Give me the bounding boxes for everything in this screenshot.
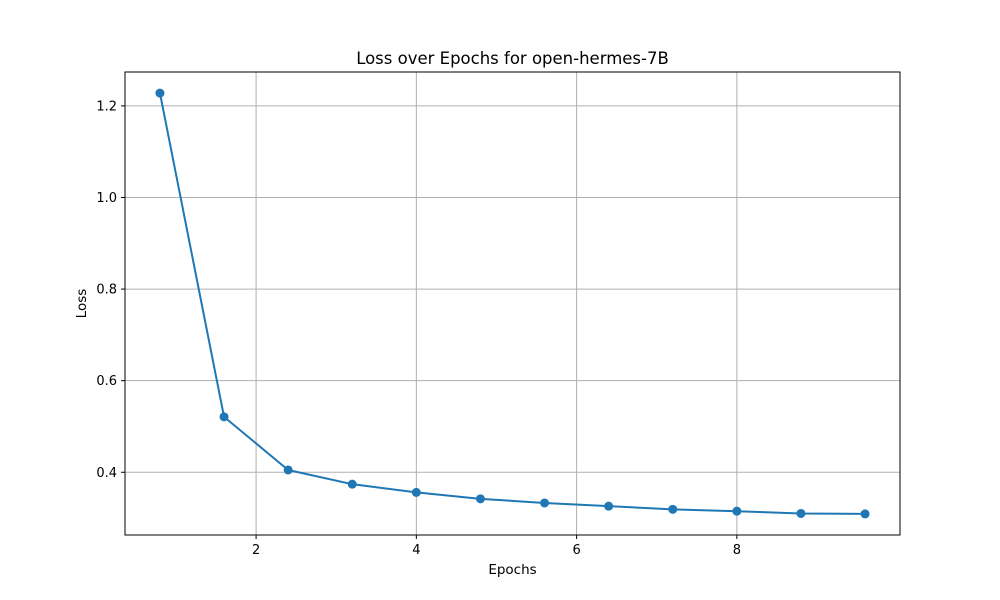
data-point: [540, 498, 550, 508]
data-point: [732, 506, 742, 516]
x-tick-label: 8: [733, 543, 741, 558]
data-point: [283, 465, 293, 475]
loss-series-line: [158, 92, 866, 515]
data-point: [860, 509, 870, 519]
chart-title: Loss over Epochs for open-hermes-7B: [356, 49, 669, 68]
data-point: [604, 501, 614, 511]
y-tick-label: 1.0: [96, 191, 117, 206]
grid: [125, 72, 900, 535]
data-point: [347, 479, 357, 489]
y-tick-label: 1.2: [96, 99, 117, 114]
x-tick-label: 6: [572, 543, 580, 558]
y-tick-label: 0.8: [96, 283, 117, 298]
data-point: [668, 504, 678, 514]
ticks: 2 4 6 8 0.4 0.6 0.8 1.0 1.2: [96, 99, 741, 558]
data-point: [475, 494, 485, 504]
y-tick-label: 0.4: [96, 466, 117, 481]
y-axis-label: Loss: [74, 289, 90, 319]
x-tick-label: 2: [252, 543, 260, 558]
series-layer: [155, 88, 870, 519]
y-tick-label: 0.6: [96, 374, 117, 389]
plot-frame: [124, 71, 901, 536]
x-tick-label: 4: [412, 543, 420, 558]
data-point: [155, 88, 165, 98]
data-point: [411, 487, 421, 497]
data-point: [796, 508, 806, 518]
data-point: [219, 412, 229, 422]
x-axis-label: Epochs: [488, 562, 536, 578]
